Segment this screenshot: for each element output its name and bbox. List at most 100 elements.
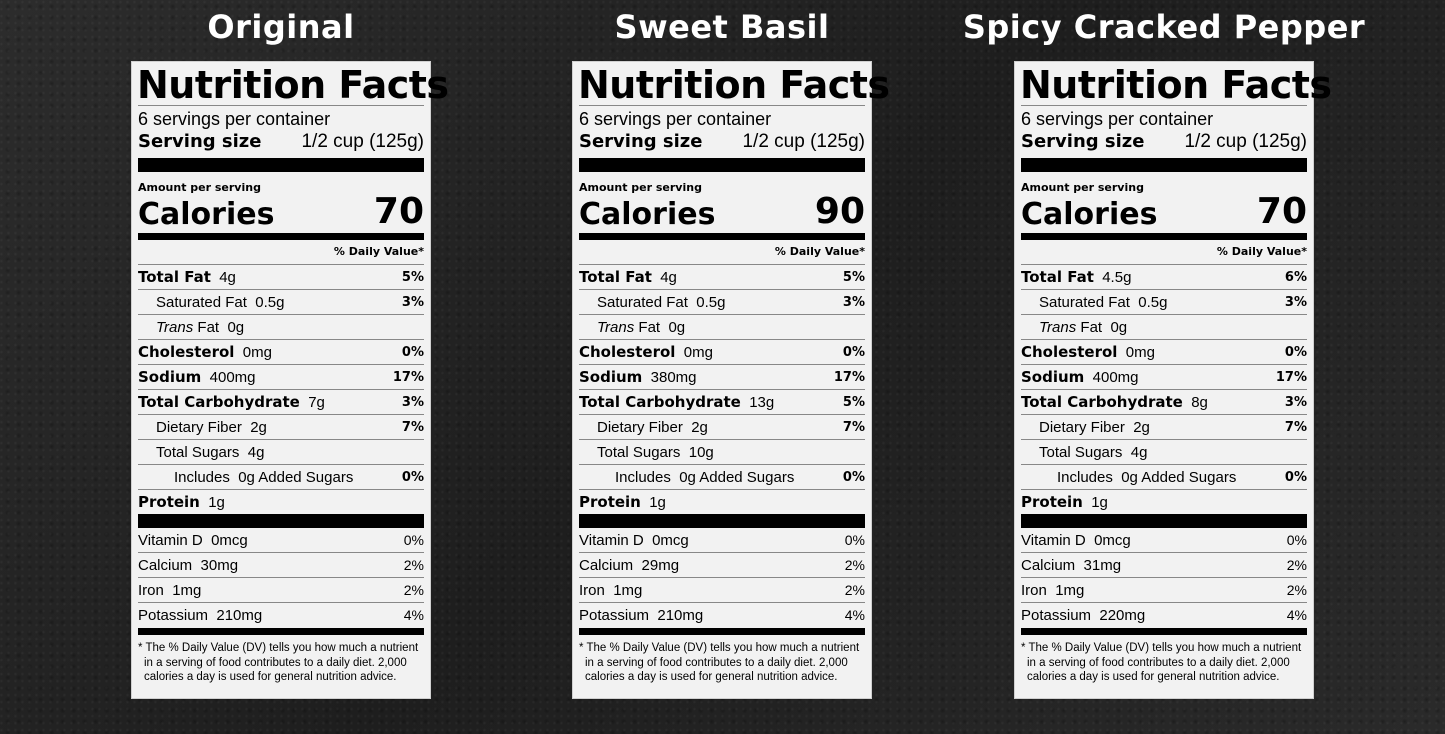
nutrient-amount: 0mcg xyxy=(211,531,248,549)
nutrient-dv: 3% xyxy=(401,294,424,310)
nutrient-label: Calcium xyxy=(1021,556,1076,574)
divider xyxy=(579,105,865,106)
nutrient-amount: 1mg xyxy=(172,581,202,599)
nutrient-dv: 0% xyxy=(401,469,424,485)
nutrient-dv: 3% xyxy=(1284,394,1307,410)
nutrient-dv: 7% xyxy=(401,419,424,435)
nutrient-dv: 7% xyxy=(1284,419,1307,435)
total-fat-row: Total Fat 4g 5% xyxy=(138,265,424,290)
serving-size-row: Serving size 1/2 cup (125g) xyxy=(579,130,865,154)
trans-fat-row: Trans Fat 0g xyxy=(138,315,424,340)
nutrient-label: Potassium xyxy=(138,606,209,624)
nutrient-amount: 0.5g xyxy=(1138,293,1168,311)
medium-divider xyxy=(138,233,424,240)
nutrient-dv: 4% xyxy=(403,607,424,623)
nutrient-amount: 1g xyxy=(649,494,666,511)
nutrient-amount: 0g xyxy=(1110,318,1128,336)
dietary-fiber-row: Dietary Fiber 2g 7% xyxy=(138,415,424,440)
amount-per-serving: Amount per serving xyxy=(579,181,702,194)
nutrient-dv: 0% xyxy=(842,469,865,485)
cholesterol-row: Cholesterol 0mg 0% xyxy=(1021,340,1307,365)
total-fat-row: Total Fat 4g 5% xyxy=(579,265,865,290)
nutrient-amount: 210mg xyxy=(216,606,263,624)
nutrient-dv: 0% xyxy=(401,344,424,360)
protein-row: Protein 1g xyxy=(138,490,424,514)
nutrient-label: Total Carbohydrate xyxy=(1021,393,1183,411)
nutrient-amount: 13g xyxy=(749,394,775,411)
nutrient-label: Vitamin D xyxy=(1021,531,1086,549)
protein-row: Protein 1g xyxy=(1021,490,1307,514)
calcium-row: Calcium 31mg 2% xyxy=(1021,553,1307,578)
nutrient-amount: 0mg xyxy=(1125,344,1155,361)
sodium-row: Sodium 400mg 17% xyxy=(1021,365,1307,390)
nutrient-amount: 380mg xyxy=(650,369,697,386)
serving-size-label: Serving size xyxy=(579,131,703,152)
nutrient-amount: 2g xyxy=(691,418,708,436)
added-sugars-row: Includes 0g Added Sugars 0% xyxy=(1021,465,1307,490)
serving-size-label: Serving size xyxy=(138,131,262,152)
nutrient-dv: 3% xyxy=(1284,294,1307,310)
nutrient-amount: 0mg xyxy=(683,344,713,361)
nutrient-dv: 2% xyxy=(844,582,865,598)
total-carbohydrate-row: Total Carbohydrate 8g 3% xyxy=(1021,390,1307,415)
nutrient-amount: 400mg xyxy=(209,369,256,386)
nutrient-label: Vitamin D xyxy=(138,531,203,549)
nutrient-dv: 4% xyxy=(844,607,865,623)
nutrient-amount: 31mg xyxy=(1083,556,1122,574)
nutrient-amount: 1g xyxy=(1091,494,1108,511)
nutrient-dv: 2% xyxy=(844,557,865,573)
nutrient-label: Fat xyxy=(197,318,220,336)
nutrient-label-italic: Trans xyxy=(597,318,635,336)
serving-size-label: Serving size xyxy=(1021,131,1145,152)
nutrient-label: Total Fat xyxy=(1021,268,1094,286)
added-sugars-row: Includes 0g Added Sugars 0% xyxy=(138,465,424,490)
nutrition-label-spicy-cracked-pepper: Nutrition Facts 6 servings per container… xyxy=(1014,61,1332,699)
medium-divider xyxy=(579,628,865,635)
sodium-row: Sodium 380mg 17% xyxy=(579,365,865,390)
nutrient-label: Protein xyxy=(1021,493,1083,511)
calories-value: 90 xyxy=(814,191,865,232)
calories-row: Calories 70 xyxy=(1021,193,1307,231)
nutrient-dv: 0% xyxy=(1284,344,1307,360)
nutrient-amount: 4g xyxy=(1130,443,1148,461)
thick-divider xyxy=(138,514,424,528)
nutrient-amount: 4g xyxy=(660,269,677,286)
nutrient-label: Saturated Fat xyxy=(156,293,247,311)
nutrient-dv: 0% xyxy=(403,532,424,548)
nutrient-amount: 10g xyxy=(688,443,714,461)
nutrient-label: Saturated Fat xyxy=(1039,293,1130,311)
nutrient-label: Total Fat xyxy=(138,268,211,286)
nutrient-amount: 29mg xyxy=(641,556,680,574)
nutrient-label: Total Sugars xyxy=(156,443,240,461)
nutrient-label: Sodium xyxy=(579,368,643,386)
nutrient-label: Total Sugars xyxy=(597,443,681,461)
medium-divider xyxy=(138,628,424,635)
total-carbohydrate-row: Total Carbohydrate 13g 5% xyxy=(579,390,865,415)
nutrient-amount: 1mg xyxy=(1055,581,1085,599)
variant-title-original: Original xyxy=(207,8,355,46)
medium-divider xyxy=(1021,628,1307,635)
iron-row: Iron 1mg 2% xyxy=(579,578,865,603)
saturated-fat-row: Saturated Fat 0.5g 3% xyxy=(579,290,865,315)
calories-value: 70 xyxy=(1256,191,1307,232)
calories-label: Calories xyxy=(579,197,716,232)
variant-title-sweet-basil: Sweet Basil xyxy=(614,8,830,46)
nutrient-dv: 7% xyxy=(842,419,865,435)
daily-value-footnote: * The % Daily Value (DV) tells you how m… xyxy=(138,642,419,683)
nutrition-facts-heading: Nutrition Facts xyxy=(137,63,449,107)
nutrient-amount: 1mg xyxy=(613,581,643,599)
nutrient-label: Fat xyxy=(1080,318,1103,336)
nutrient-dv: 17% xyxy=(1275,369,1307,385)
calories-row: Calories 70 xyxy=(138,193,424,231)
nutrient-dv: 5% xyxy=(842,269,865,285)
calories-value: 70 xyxy=(373,191,424,232)
sodium-row: Sodium 400mg 17% xyxy=(138,365,424,390)
saturated-fat-row: Saturated Fat 0.5g 3% xyxy=(1021,290,1307,315)
amount-per-serving: Amount per serving xyxy=(138,181,261,194)
nutrient-label: Cholesterol xyxy=(138,343,235,361)
trans-fat-row: Trans Fat 0g xyxy=(579,315,865,340)
cholesterol-row: Cholesterol 0mg 0% xyxy=(138,340,424,365)
nutrient-dv: 17% xyxy=(833,369,865,385)
nutrient-label: Iron xyxy=(1021,581,1047,599)
nutrient-label: Cholesterol xyxy=(1021,343,1118,361)
